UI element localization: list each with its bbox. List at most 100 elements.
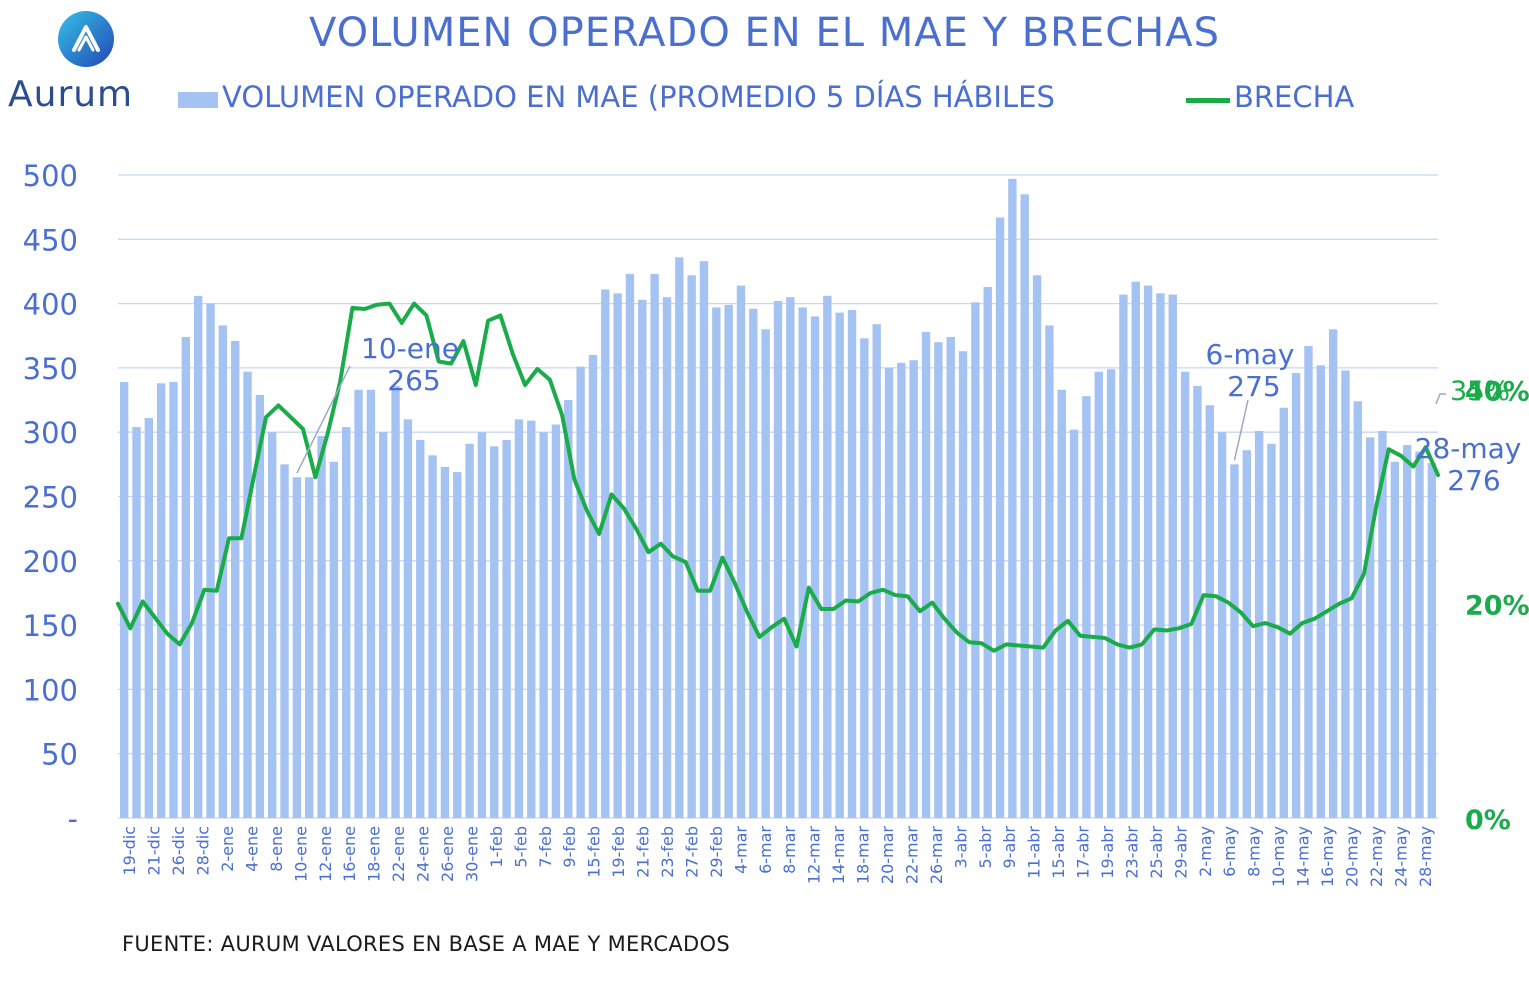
bar — [1427, 463, 1437, 818]
bar — [1205, 405, 1214, 818]
bar — [1020, 194, 1029, 819]
annotation-value: 276 — [1447, 464, 1500, 497]
bar — [897, 362, 906, 818]
bar — [872, 324, 881, 818]
bar — [317, 436, 326, 818]
bar — [1279, 407, 1288, 818]
bar — [971, 302, 980, 819]
y-tick-label: 450 — [23, 223, 78, 257]
bar — [835, 312, 844, 818]
x-tick-label: 29-feb — [707, 826, 726, 878]
bar — [601, 289, 610, 819]
bar — [736, 285, 746, 818]
bar — [1328, 329, 1338, 818]
bar — [823, 295, 832, 818]
x-tick-label: 24-ene — [414, 826, 433, 882]
y-tick-label: 250 — [23, 481, 78, 515]
x-tick-label: 7-feb — [536, 826, 555, 868]
bar — [156, 383, 166, 818]
y-tick-label: - — [68, 802, 78, 836]
bar — [477, 432, 487, 818]
bar — [576, 366, 585, 818]
bar — [958, 351, 968, 818]
x-tick-label: 23-abr — [1122, 826, 1141, 879]
x-tick-label: 20-mar — [878, 826, 897, 885]
bar — [1032, 275, 1042, 819]
x-tick-label: 5-feb — [511, 826, 530, 868]
x-tick-label: 26-dic — [169, 826, 188, 876]
bar — [1008, 178, 1017, 818]
bar — [983, 286, 992, 819]
bar — [588, 355, 598, 818]
bar — [329, 461, 339, 818]
bar — [280, 464, 289, 818]
x-tick-label: 5-abr — [976, 826, 995, 869]
x-tick-label: 19-dic — [120, 826, 139, 876]
bar — [1402, 445, 1412, 818]
x-tick-label: 27-feb — [682, 826, 701, 878]
bar — [613, 293, 622, 818]
bar — [119, 382, 129, 818]
x-tick-label: 14-may — [1294, 826, 1313, 887]
bar — [490, 446, 499, 818]
x-tick-label: 17-abr — [1074, 826, 1093, 879]
x-tick-label: 26-ene — [438, 826, 457, 882]
bar — [1143, 285, 1153, 818]
x-tick-label: 14-mar — [829, 826, 848, 885]
y-tick-label: 200 — [23, 545, 78, 579]
x-tick-label: 4-ene — [242, 826, 261, 872]
bar — [638, 299, 647, 818]
bar — [860, 338, 869, 818]
x-tick-label: 3-abr — [951, 826, 970, 869]
bar — [169, 382, 178, 818]
bar — [453, 472, 462, 818]
bar — [1341, 370, 1350, 818]
bar — [1082, 396, 1091, 818]
bar — [206, 303, 215, 819]
bar — [1217, 432, 1227, 818]
y-tick-label: 50 — [41, 738, 78, 772]
bar — [934, 342, 943, 818]
bar — [292, 477, 302, 818]
y-tick-label: 350 — [23, 352, 78, 386]
x-tick-label: 18-mar — [854, 826, 873, 885]
y-tick-label: 100 — [23, 673, 78, 707]
x-tick-label: 19-feb — [609, 826, 628, 878]
bar — [786, 297, 795, 818]
bar — [1069, 429, 1079, 818]
bar — [909, 360, 918, 818]
bar — [921, 331, 931, 818]
y2-tick-label: 0% — [1465, 805, 1511, 836]
bar — [132, 427, 141, 818]
bar — [342, 427, 351, 818]
legend-label-volume: VOLUMEN OPERADO EN MAE (PROMEDIO 5 DÍAS … — [222, 80, 1055, 114]
x-tick-label: 10-ene — [291, 826, 310, 882]
legend-swatch-brecha — [1186, 98, 1230, 103]
x-tick-label: 12-ene — [316, 826, 335, 882]
bar — [268, 432, 277, 818]
bar — [1365, 437, 1375, 818]
x-tick-label: 18-ene — [365, 826, 384, 882]
annotation-leader — [296, 365, 351, 474]
bar — [551, 424, 561, 818]
x-tick-label: 9-abr — [1000, 826, 1019, 869]
bar — [773, 301, 783, 818]
bar — [564, 400, 573, 818]
x-tick-label: 23-feb — [658, 826, 677, 878]
x-tick-label: 21-dic — [145, 826, 164, 876]
bar — [749, 308, 758, 818]
bar — [440, 466, 450, 818]
bar — [761, 329, 770, 818]
x-tick-label: 30-ene — [462, 826, 481, 882]
bar — [1131, 281, 1140, 818]
x-tick-label: 20-may — [1342, 826, 1361, 887]
x-tick-label: 24-may — [1391, 826, 1410, 887]
bar — [1156, 293, 1165, 818]
x-tick-label: 21-feb — [634, 826, 653, 878]
annotation-value: 35% — [1450, 376, 1510, 407]
annotation-date: 10-ene — [361, 332, 459, 365]
legend-label-brecha: BRECHA — [1234, 80, 1355, 114]
annotation-leader — [1233, 399, 1249, 461]
x-tick-label: 16-may — [1318, 826, 1337, 887]
chart-title: VOLUMEN OPERADO EN EL MAE Y BRECHAS — [308, 10, 1220, 56]
